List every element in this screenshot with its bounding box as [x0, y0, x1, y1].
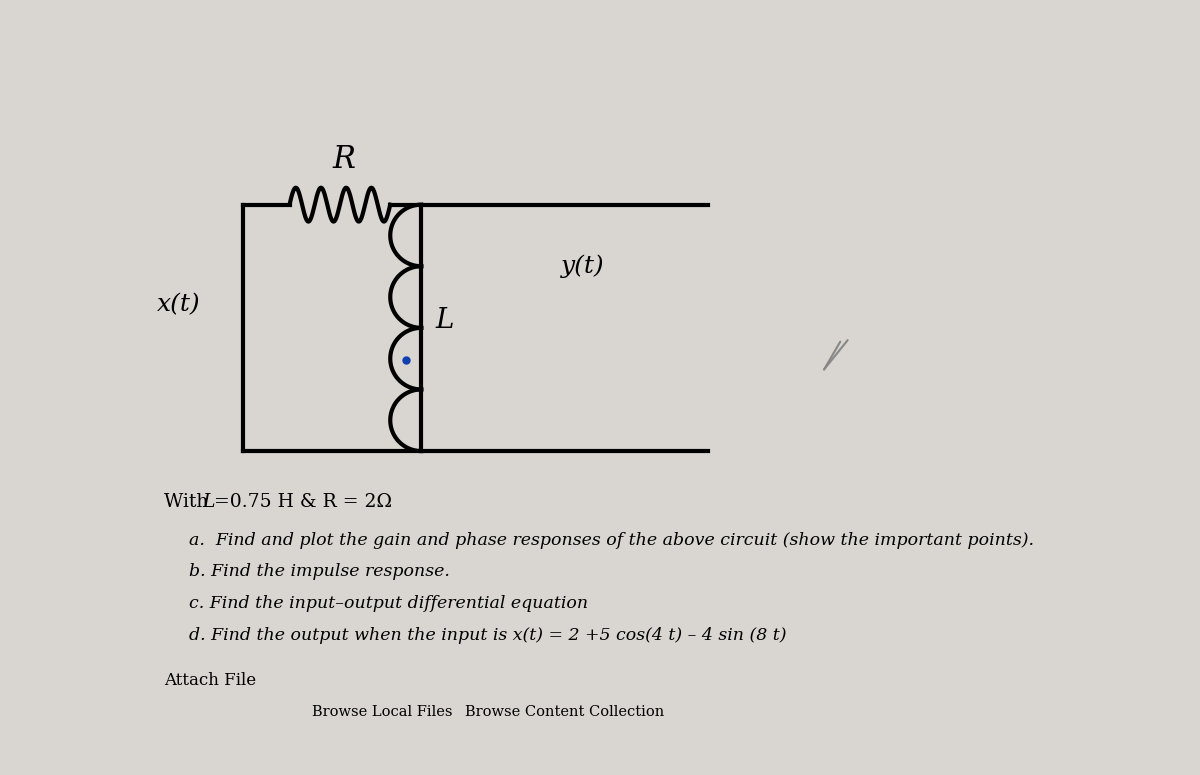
Text: Browse Local Files: Browse Local Files [312, 705, 452, 719]
Text: L: L [202, 494, 215, 512]
Text: R: R [332, 144, 355, 175]
Text: =0.75 H & R = 2Ω: =0.75 H & R = 2Ω [214, 494, 391, 512]
FancyBboxPatch shape [308, 697, 456, 727]
Text: With: With [164, 494, 221, 512]
Text: y(t): y(t) [560, 254, 605, 278]
Text: Attach File: Attach File [164, 672, 256, 689]
Text: Browse Content Collection: Browse Content Collection [466, 705, 665, 719]
Text: b. Find the impulse response.: b. Find the impulse response. [188, 563, 450, 580]
Text: d. Find the output when the input is x(t) = 2 +5 cos(4 t) – 4 sin (8 t): d. Find the output when the input is x(t… [188, 627, 786, 643]
Text: L: L [436, 307, 454, 334]
Text: x(t): x(t) [157, 293, 200, 316]
Text: a.  Find and plot the gain and phase responses of the above circuit (show the im: a. Find and plot the gain and phase resp… [188, 532, 1033, 549]
Text: c. Find the input–output differential equation: c. Find the input–output differential eq… [188, 595, 588, 612]
FancyBboxPatch shape [491, 697, 638, 727]
